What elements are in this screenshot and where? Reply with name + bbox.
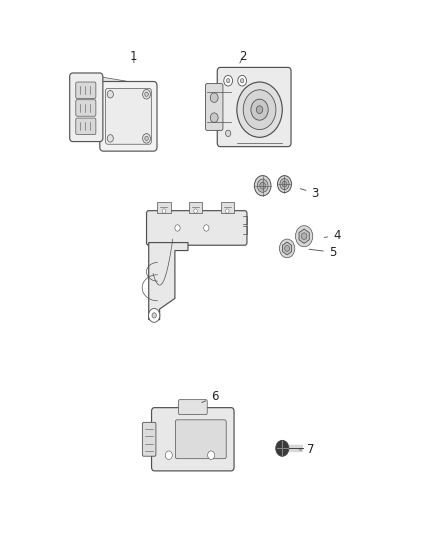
FancyBboxPatch shape [70, 73, 103, 142]
Circle shape [226, 78, 230, 83]
Circle shape [224, 75, 233, 86]
Circle shape [208, 451, 215, 459]
Circle shape [279, 239, 295, 258]
FancyBboxPatch shape [152, 408, 234, 471]
Circle shape [296, 225, 313, 247]
Polygon shape [299, 229, 309, 244]
FancyBboxPatch shape [205, 84, 223, 131]
Circle shape [226, 130, 231, 136]
Circle shape [243, 90, 276, 130]
FancyBboxPatch shape [76, 100, 96, 116]
Circle shape [143, 134, 150, 143]
FancyBboxPatch shape [178, 400, 207, 415]
Text: 6: 6 [202, 390, 219, 403]
Circle shape [148, 309, 160, 322]
Circle shape [204, 225, 209, 231]
FancyBboxPatch shape [100, 82, 157, 151]
Polygon shape [73, 77, 153, 86]
Circle shape [226, 209, 229, 213]
Circle shape [254, 175, 271, 196]
Text: 7: 7 [300, 443, 314, 456]
Circle shape [278, 175, 291, 192]
Circle shape [238, 75, 247, 86]
Circle shape [280, 179, 289, 190]
FancyBboxPatch shape [217, 67, 291, 147]
Circle shape [107, 91, 113, 98]
Circle shape [251, 99, 268, 120]
Circle shape [143, 90, 150, 99]
Polygon shape [283, 242, 292, 255]
FancyBboxPatch shape [142, 422, 156, 456]
Circle shape [194, 209, 198, 213]
Circle shape [240, 78, 244, 83]
FancyBboxPatch shape [147, 211, 247, 245]
Circle shape [145, 92, 148, 96]
Polygon shape [157, 201, 170, 213]
Circle shape [175, 225, 180, 231]
Circle shape [162, 209, 166, 213]
Circle shape [152, 313, 156, 318]
FancyBboxPatch shape [76, 118, 96, 134]
Circle shape [285, 246, 290, 252]
Circle shape [282, 181, 287, 187]
FancyBboxPatch shape [76, 82, 96, 99]
Circle shape [301, 233, 307, 239]
Circle shape [145, 136, 148, 141]
Text: 3: 3 [300, 187, 319, 200]
Circle shape [210, 113, 218, 123]
Circle shape [256, 106, 263, 114]
Circle shape [257, 179, 268, 192]
Polygon shape [221, 201, 234, 213]
FancyBboxPatch shape [106, 88, 151, 144]
Circle shape [210, 93, 218, 102]
Polygon shape [149, 243, 188, 320]
Text: 1: 1 [130, 50, 138, 63]
Text: 2: 2 [239, 50, 247, 63]
Circle shape [260, 182, 265, 189]
Circle shape [107, 135, 113, 142]
Polygon shape [189, 201, 202, 213]
Circle shape [276, 440, 289, 456]
Circle shape [237, 82, 282, 138]
Circle shape [165, 451, 172, 459]
Text: 4: 4 [325, 229, 341, 242]
FancyBboxPatch shape [175, 420, 226, 459]
Text: 5: 5 [309, 246, 336, 259]
